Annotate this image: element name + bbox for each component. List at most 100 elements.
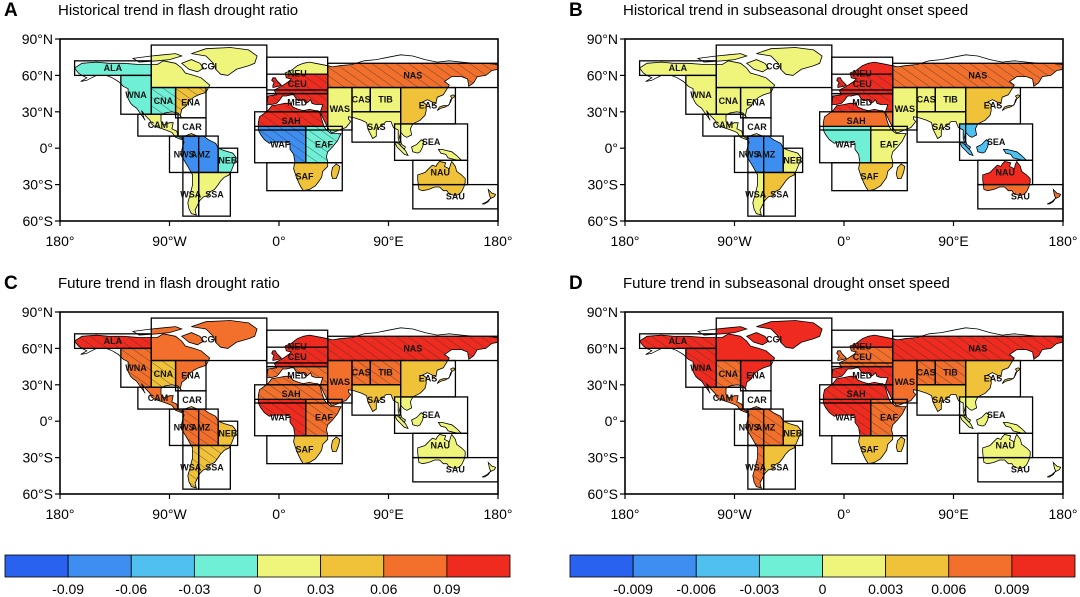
lon-label: 0° <box>272 233 285 249</box>
coastline-borneo <box>976 412 990 427</box>
coastline-borneo <box>411 412 425 427</box>
coastline-canadian-islands <box>696 53 748 63</box>
region-label-wna: WNA <box>690 90 712 100</box>
region-label-cas: CAS <box>917 368 936 378</box>
region-label-med: MED <box>287 98 308 108</box>
colorbar-swatch <box>4 554 69 578</box>
region-label-saf: SAF <box>861 445 880 455</box>
region-label-ena: ENA <box>746 98 766 108</box>
region-label-eaf: EAF <box>315 413 334 423</box>
region-fill-ala <box>74 60 152 76</box>
panel-letter: C <box>4 273 18 294</box>
lat-label: 60°S <box>22 213 53 229</box>
lon-label: 180° <box>46 506 75 522</box>
coastline-greenland <box>191 47 258 76</box>
region-label-ala: ALA <box>104 336 123 346</box>
colorbar-swatch <box>569 554 634 578</box>
coastline-north-america <box>639 333 776 414</box>
coastline-gb <box>836 77 848 88</box>
coastline-canadian-islands <box>131 53 183 63</box>
lon-label: 90°E <box>938 506 969 522</box>
region-label-amz: AMZ <box>756 149 776 159</box>
region-label-tib: TIB <box>378 368 393 378</box>
lon-label: 0° <box>837 506 850 522</box>
region-fill-was <box>892 87 917 130</box>
lon-label: 180° <box>484 233 513 249</box>
coastline-gb <box>271 77 283 88</box>
colorbar-tick-label: -0.03 <box>178 581 210 597</box>
colorbar-swatch <box>885 554 950 578</box>
panel-title: Historical trend in subseasonal drought … <box>623 2 968 19</box>
lat-label: 0° <box>605 413 618 429</box>
lon-label: 90°W <box>717 233 752 249</box>
colorbar-tick-label: 0.03 <box>307 581 334 597</box>
region-label-nws: NWS <box>174 422 195 432</box>
lat-label: 60°N <box>587 67 618 83</box>
region-label-nas: NAS <box>403 343 422 353</box>
coastline-gb <box>271 350 283 361</box>
region-box-saf <box>831 162 908 192</box>
colorbar-swatch <box>193 554 258 578</box>
region-fill-sau <box>412 457 498 482</box>
panel-title: Future trend in subseasonal drought onse… <box>623 275 950 292</box>
panel-title: Future trend in flash drought ratio <box>58 275 280 292</box>
coastline-eurasia <box>831 54 1063 151</box>
region-box-ssa <box>763 171 796 217</box>
region-label-wna: WNA <box>690 363 712 373</box>
lat-label: 90°N <box>22 304 53 320</box>
region-box-ssa <box>198 171 231 217</box>
region-fill-saf <box>266 435 343 464</box>
lat-label: 30°S <box>587 450 618 466</box>
region-label-med: MED <box>852 98 873 108</box>
coastline-greenland <box>191 320 258 349</box>
coastline-new-zealand <box>482 188 497 205</box>
region-fill-cna <box>716 87 741 115</box>
region-label-eas: EAS <box>984 374 1003 384</box>
region-label-was: WAS <box>895 377 916 387</box>
coastline-baffin <box>180 59 205 73</box>
coastline-australia <box>417 433 466 469</box>
region-box-sau <box>412 456 498 483</box>
region-label-cam: CAM <box>148 393 169 403</box>
region-fill-amz <box>747 136 784 173</box>
lat-label: 30°S <box>22 177 53 193</box>
region-label-wsa: WSA <box>745 189 766 199</box>
coastline-madagascar <box>895 436 906 452</box>
region-label-wsa: WSA <box>180 462 201 472</box>
region-label-nau: NAU <box>995 440 1015 450</box>
region-label-sau: SAU <box>446 465 465 475</box>
colorbar-swatch <box>446 554 511 578</box>
coastlines <box>639 47 1063 216</box>
coastline-greenland <box>756 47 823 76</box>
coastline-africa <box>257 375 342 465</box>
panel-C: C Future trend in flash drought ratio ALA C… <box>4 273 512 522</box>
lon-label: 0° <box>272 506 285 522</box>
coastline-gb <box>836 350 848 361</box>
region-label-nas: NAS <box>403 70 422 80</box>
region-label-saf: SAF <box>296 445 315 455</box>
colorbar-tick-label: -0.09 <box>52 581 84 597</box>
region-label-saf: SAF <box>861 172 880 182</box>
region-label-tib: TIB <box>378 95 393 105</box>
lat-label: 30°N <box>587 104 618 120</box>
region-label-eaf: EAF <box>880 413 899 423</box>
coastline-africa <box>257 102 342 192</box>
region-label-waf: WAF <box>835 140 855 150</box>
colorbar-tick-label: 0.003 <box>868 581 903 597</box>
coastline-south-america <box>179 133 237 216</box>
region-fill-sas <box>917 111 966 143</box>
region-label-nau: NAU <box>430 167 450 177</box>
region-box-ssa <box>198 444 231 490</box>
region-fill-ssa <box>198 172 231 217</box>
region-fill-sas <box>352 384 401 416</box>
lat-label: 60°N <box>22 67 53 83</box>
lon-label: 180° <box>1049 233 1078 249</box>
region-label-neb: NEB <box>783 155 803 165</box>
panels: A Historical trend in flash drought ratio… <box>4 0 1077 522</box>
colorbar-swatch <box>758 554 823 578</box>
coastline-sumatra <box>958 141 974 157</box>
region-label-sas: SAS <box>932 122 951 132</box>
